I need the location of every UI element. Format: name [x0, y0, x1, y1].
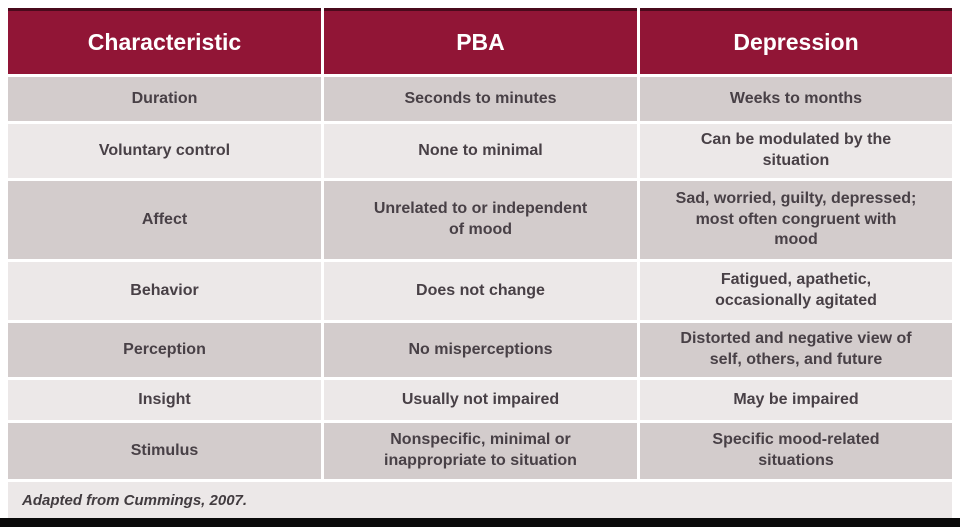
cell-text: Voluntary control	[98, 141, 231, 159]
cell-pba: Does not change	[324, 262, 637, 320]
cell-pba: Seconds to minutes	[324, 77, 637, 121]
header-cell-characteristic: Characteristic	[8, 8, 321, 74]
cell-text: Nonspecific, minimal or inappropriate to…	[384, 431, 577, 469]
bottom-black-bar	[0, 518, 960, 527]
cell-pba: None to minimal	[324, 124, 637, 178]
cell-text: May be impaired	[733, 390, 859, 408]
cell-text: Perception	[123, 340, 206, 358]
cell-depression: Weeks to months	[640, 77, 952, 121]
cell-pba: Nonspecific, minimal or inappropriate to…	[324, 423, 637, 479]
cell-depression: May be impaired	[640, 380, 952, 420]
cell-text: Does not change	[416, 281, 545, 299]
cell-text: Seconds to minutes	[404, 89, 557, 107]
cell-pba: Usually not impaired	[324, 380, 637, 420]
footnote-row: Adapted from Cummings, 2007.	[8, 482, 952, 519]
table-row-insight: Insight Usually not impaired May be impa…	[8, 380, 952, 420]
cell-text: Specific mood-related situations	[712, 431, 880, 469]
cell-characteristic: Voluntary control	[8, 124, 321, 178]
cell-characteristic: Insight	[8, 380, 321, 420]
table-row-voluntary-control: Voluntary control None to minimal Can be…	[8, 124, 952, 178]
cell-depression: Can be modulated by the situation	[640, 124, 952, 178]
cell-text: Fatigued, apathetic, occasionally agitat…	[715, 271, 877, 309]
table-header-row: Characteristic PBA Depression	[8, 8, 952, 74]
cell-text: Stimulus	[130, 441, 199, 459]
cell-text: No misperceptions	[408, 340, 553, 358]
cell-characteristic: Stimulus	[8, 423, 321, 479]
cell-characteristic: Duration	[8, 77, 321, 121]
cell-characteristic: Behavior	[8, 262, 321, 320]
cell-depression: Specific mood-related situations	[640, 423, 952, 479]
cell-text: Affect	[141, 210, 188, 228]
cell-pba: No misperceptions	[324, 323, 637, 377]
table-row-perception: Perception No misperceptions Distorted a…	[8, 323, 952, 377]
cell-text: Weeks to months	[729, 89, 863, 107]
cell-text: Duration	[131, 89, 198, 107]
table-row-stimulus: Stimulus Nonspecific, minimal or inappro…	[8, 423, 952, 479]
cell-depression: Sad, worried, guilty, depressed; most of…	[640, 181, 952, 259]
cell-text: Can be modulated by the situation	[700, 131, 892, 169]
cell-text: Distorted and negative view of self, oth…	[680, 330, 912, 368]
cell-text: Behavior	[130, 281, 199, 299]
cell-text: Sad, worried, guilty, depressed; most of…	[675, 189, 917, 249]
cell-characteristic: Affect	[8, 181, 321, 259]
cell-text: Unrelated to or independent of mood	[373, 200, 588, 238]
cell-text: None to minimal	[418, 141, 543, 159]
comparison-table: Characteristic PBA Depression Duration S…	[8, 8, 952, 519]
cell-text: Usually not impaired	[401, 390, 560, 408]
cell-depression: Distorted and negative view of self, oth…	[640, 323, 952, 377]
table-row-duration: Duration Seconds to minutes Weeks to mon…	[8, 77, 952, 121]
cell-text: Insight	[138, 390, 191, 408]
cell-characteristic: Perception	[8, 323, 321, 377]
cell-depression: Fatigued, apathetic, occasionally agitat…	[640, 262, 952, 320]
header-cell-pba: PBA	[324, 8, 637, 74]
table-row-affect: Affect Unrelated to or independent of mo…	[8, 181, 952, 259]
footnote: Adapted from Cummings, 2007.	[22, 492, 248, 509]
table-row-behavior: Behavior Does not change Fatigued, apath…	[8, 262, 952, 320]
header-cell-depression: Depression	[640, 8, 952, 74]
cell-pba: Unrelated to or independent of mood	[324, 181, 637, 259]
